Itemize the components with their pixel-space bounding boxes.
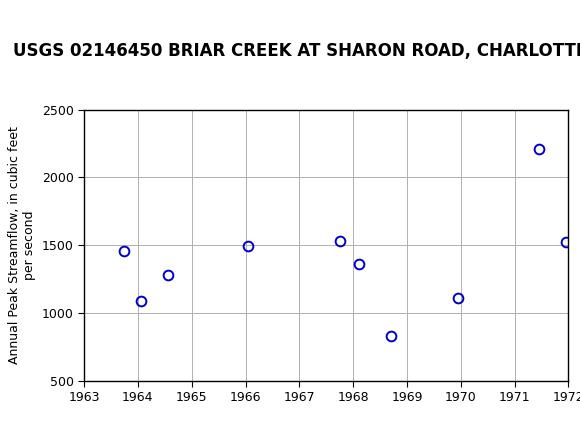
Y-axis label: Annual Peak Streamflow, in cubic feet
per second: Annual Peak Streamflow, in cubic feet pe… — [8, 126, 37, 364]
Text: USGS 02146450 BRIAR CREEK AT SHARON ROAD, CHARLOTTE, NC: USGS 02146450 BRIAR CREEK AT SHARON ROAD… — [13, 42, 580, 60]
Text: ▒USGS: ▒USGS — [9, 11, 78, 29]
